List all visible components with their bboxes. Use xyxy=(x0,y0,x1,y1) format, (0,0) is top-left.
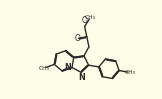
Text: N: N xyxy=(64,63,71,72)
Text: CH₃: CH₃ xyxy=(39,66,50,70)
Text: CH₃: CH₃ xyxy=(85,15,96,20)
Text: O: O xyxy=(82,16,88,25)
Text: O: O xyxy=(75,34,80,43)
Text: CH₃: CH₃ xyxy=(124,70,135,75)
Text: N: N xyxy=(78,73,85,82)
